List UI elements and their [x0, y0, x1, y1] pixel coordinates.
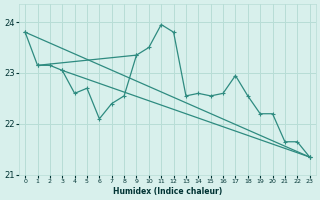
X-axis label: Humidex (Indice chaleur): Humidex (Indice chaleur)	[113, 187, 222, 196]
